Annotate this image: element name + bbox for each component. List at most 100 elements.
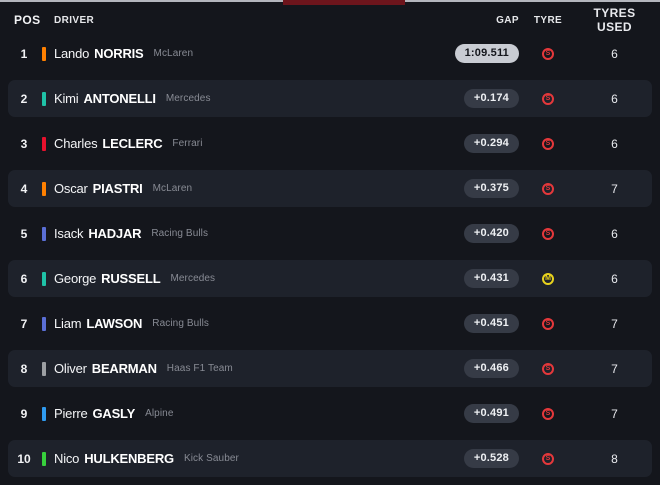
table-row[interactable]: 10 Nico HULKENBERG Kick Sauber +0.528 S … (8, 440, 652, 477)
table-row[interactable]: 1 Lando NORRIS McLaren 1:09.511 S 6 (8, 31, 652, 76)
position-number: 3 (20, 136, 28, 151)
tyre-compound-icon: S (542, 92, 554, 105)
team-color-bar (42, 361, 46, 376)
driver-first-name: Isack (54, 226, 84, 241)
top-accent-bar (283, 0, 405, 5)
tyre-compound-icon: S (542, 452, 554, 465)
header-gap: GAP (496, 14, 519, 26)
table-row[interactable]: 5 Isack HADJAR Racing Bulls +0.420 S 6 (8, 211, 652, 256)
tyre-compound-icon: S (542, 317, 554, 330)
driver-cell: Lando NORRIS McLaren (34, 46, 414, 61)
tyres-used-count: 7 (611, 181, 618, 196)
gap-cell: +0.466 (414, 359, 519, 378)
tyre-cell: S (519, 182, 577, 195)
tyre-compound-icon: S (542, 362, 554, 375)
gap-badge: +0.431 (463, 269, 519, 288)
team-name: Mercedes (170, 273, 216, 284)
driver-first-name: Charles (54, 136, 98, 151)
driver-last-name: LECLERC (102, 136, 163, 151)
table-row[interactable]: 8 Oliver BEARMAN Haas F1 Team +0.466 S 7 (8, 350, 652, 387)
gap-badge: 1:09.511 (454, 44, 519, 63)
gap-cell: +0.420 (414, 224, 519, 243)
tyre-cell: S (519, 407, 577, 420)
driver-cell: Charles LECLERC Ferrari (34, 136, 414, 151)
position-number: 2 (20, 91, 28, 106)
team-color-bar (42, 451, 46, 466)
gap-badge: +0.375 (463, 179, 519, 198)
driver-last-name: LAWSON (86, 316, 143, 331)
driver-last-name: ANTONELLI (83, 91, 156, 106)
team-name: Alpine (145, 408, 174, 419)
driver-cell: Oliver BEARMAN Haas F1 Team (34, 361, 414, 376)
gap-badge: +0.294 (463, 134, 519, 153)
team-name: Racing Bulls (152, 318, 210, 329)
tyres-used-count: 6 (611, 91, 618, 106)
tyre-cell: S (519, 227, 577, 240)
tyre-cell: S (519, 137, 577, 150)
team-color-bar (42, 226, 46, 241)
gap-cell: +0.375 (414, 179, 519, 198)
tyres-used-count: 6 (611, 271, 618, 286)
tyre-compound-icon: M (542, 272, 554, 285)
team-name: Ferrari (172, 138, 203, 149)
team-name: McLaren (152, 183, 193, 194)
team-color-bar (42, 46, 46, 61)
header-tyre: TYRE (533, 14, 563, 26)
position-number: 7 (20, 316, 28, 331)
team-name: Racing Bulls (151, 228, 209, 239)
driver-last-name: RUSSELL (101, 271, 161, 286)
driver-cell: Liam LAWSON Racing Bulls (34, 316, 414, 331)
driver-first-name: Kimi (54, 91, 79, 106)
table-row[interactable]: 2 Kimi ANTONELLI Mercedes +0.174 S 6 (8, 80, 652, 117)
tyres-used-count: 6 (611, 226, 618, 241)
tyres-used-count: 8 (611, 451, 618, 466)
driver-first-name: Liam (54, 316, 82, 331)
position-number: 10 (17, 451, 31, 466)
gap-cell: +0.491 (414, 404, 519, 423)
team-name: Mercedes (165, 93, 211, 104)
driver-cell: Isack HADJAR Racing Bulls (34, 226, 414, 241)
team-name: Kick Sauber (183, 453, 239, 464)
table-row[interactable]: 6 George RUSSELL Mercedes +0.431 M 6 (8, 260, 652, 297)
position-number: 1 (20, 46, 28, 61)
gap-cell: +0.431 (414, 269, 519, 288)
driver-cell: Pierre GASLY Alpine (34, 406, 414, 421)
gap-cell: +0.174 (414, 89, 519, 108)
driver-last-name: HULKENBERG (84, 451, 174, 466)
table-row[interactable]: 3 Charles LECLERC Ferrari +0.294 S 6 (8, 121, 652, 166)
tyre-cell: S (519, 92, 577, 105)
driver-cell: Kimi ANTONELLI Mercedes (34, 91, 414, 106)
table-row[interactable]: 9 Pierre GASLY Alpine +0.491 S 7 (8, 391, 652, 436)
header-driver: DRIVER (54, 14, 95, 26)
team-color-bar (42, 271, 46, 286)
gap-badge: +0.491 (463, 404, 519, 423)
header-tyres-used: TYRES USED (593, 6, 636, 34)
tyres-used-count: 6 (611, 136, 618, 151)
header-pos: POS (14, 13, 41, 27)
driver-cell: George RUSSELL Mercedes (34, 271, 414, 286)
position-number: 9 (20, 406, 28, 421)
table-header-row: POS DRIVER GAP TYRE TYRES USED (8, 6, 652, 34)
driver-last-name: BEARMAN (91, 361, 157, 376)
tyre-cell: S (519, 452, 577, 465)
driver-first-name: Nico (54, 451, 80, 466)
gap-badge: +0.466 (463, 359, 519, 378)
driver-last-name: NORRIS (94, 46, 144, 61)
tyre-cell: S (519, 362, 577, 375)
driver-cell: Nico HULKENBERG Kick Sauber (34, 451, 414, 466)
team-color-bar (42, 406, 46, 421)
tyre-cell: S (519, 317, 577, 330)
table-row[interactable]: 4 Oscar PIASTRI McLaren +0.375 S 7 (8, 170, 652, 207)
driver-first-name: Oscar (54, 181, 88, 196)
tyre-compound-icon: S (542, 182, 554, 195)
gap-badge: +0.451 (463, 314, 519, 333)
table-row[interactable]: 7 Liam LAWSON Racing Bulls +0.451 S 7 (8, 301, 652, 346)
team-name: McLaren (153, 48, 194, 59)
tyres-used-count: 7 (611, 406, 618, 421)
position-number: 4 (20, 181, 28, 196)
tyre-compound-icon: S (542, 407, 554, 420)
tyres-used-count: 7 (611, 316, 618, 331)
gap-cell: +0.294 (414, 134, 519, 153)
tyres-used-count: 7 (611, 361, 618, 376)
